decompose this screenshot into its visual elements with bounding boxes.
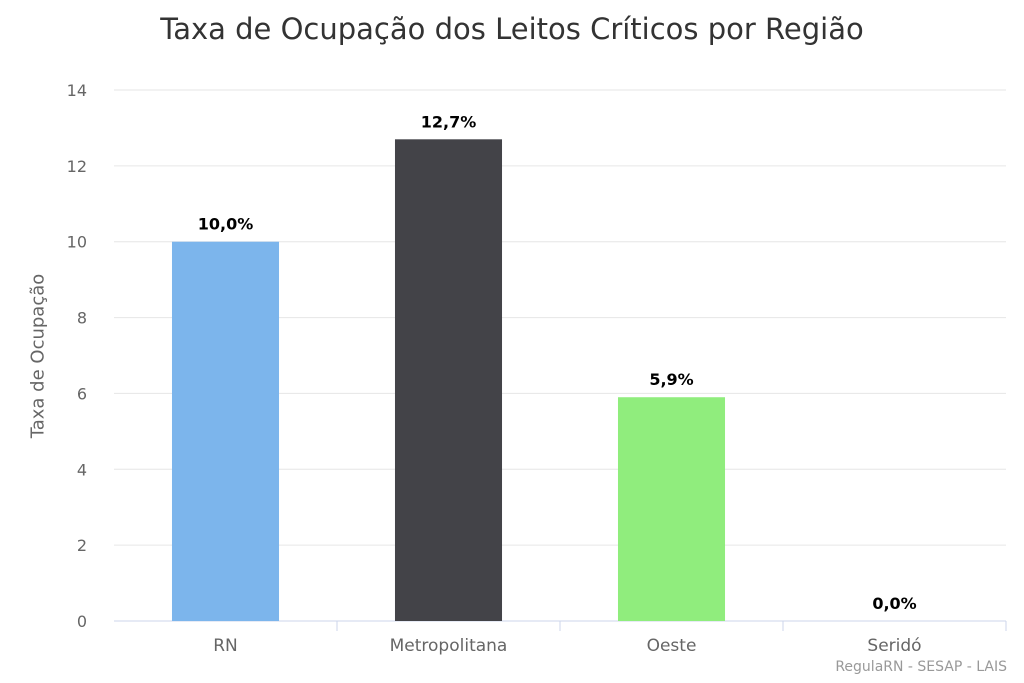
y-tick-label: 0 [77, 612, 87, 631]
y-tick-label: 2 [77, 536, 87, 555]
x-tick-label: Metropolitana [390, 636, 508, 656]
data-label: 5,9% [649, 370, 693, 389]
bar-rn [171, 241, 280, 621]
y-tick-label: 6 [77, 384, 87, 403]
data-label: 10,0% [198, 215, 254, 234]
x-tick-label: RN [213, 636, 238, 656]
data-label: 12,7% [421, 112, 477, 131]
y-tick-label: 4 [77, 460, 87, 479]
credits-link[interactable]: RegulaRN - SESAP - LAIS [835, 659, 1007, 675]
chart-title: Taxa de Ocupação dos Leitos Críticos por… [160, 12, 864, 46]
y-tick-label: 14 [67, 81, 87, 100]
y-tick-label: 12 [67, 157, 87, 176]
x-tick-label: Oeste [647, 636, 697, 656]
bar-oeste [617, 397, 726, 621]
y-tick-label: 8 [77, 309, 87, 328]
data-label: 0,0% [872, 594, 916, 613]
x-tick-label: Seridó [867, 636, 921, 656]
y-tick-label: 10 [67, 233, 87, 252]
bar-metropolitana [394, 139, 503, 622]
